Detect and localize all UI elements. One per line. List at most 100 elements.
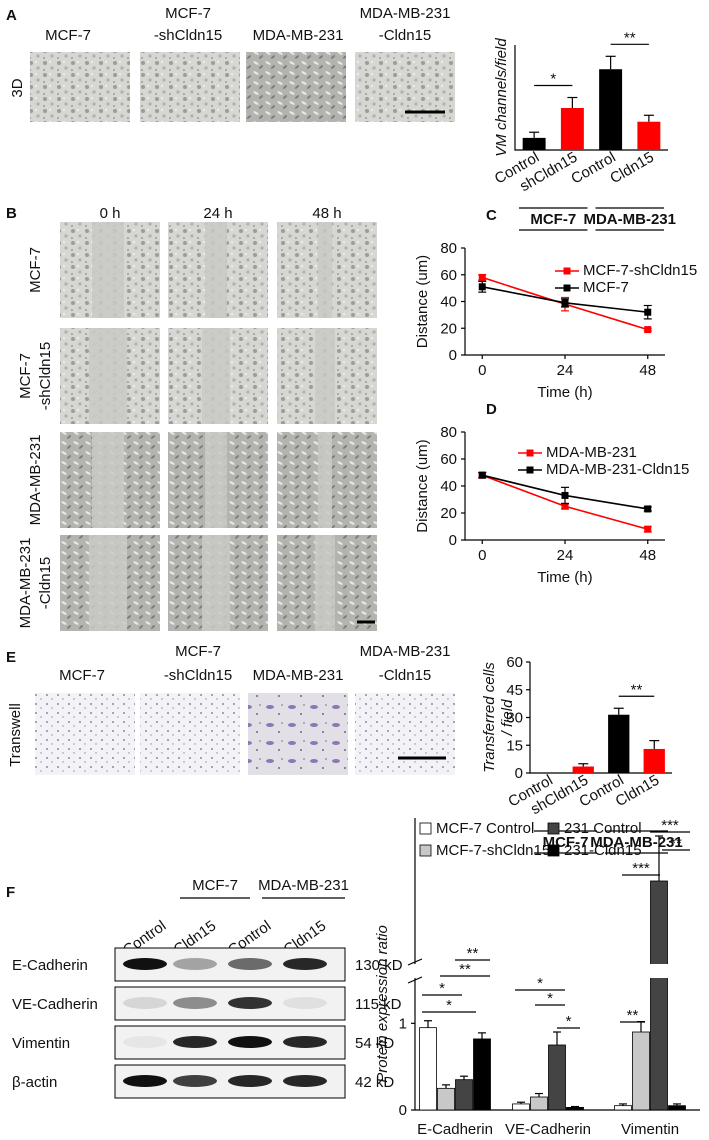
blot-band [228, 997, 272, 1009]
blot-band [228, 958, 272, 970]
micrograph [35, 693, 135, 775]
bar [572, 766, 594, 773]
column-header: -shCldn15 [154, 27, 222, 44]
legend-label: MDA-MB-231-Cldn15 [546, 461, 689, 478]
bar [530, 1096, 548, 1111]
column-header: 48 h [312, 205, 341, 222]
scratch-gap [205, 432, 227, 528]
y-axis-label: Protein expression ratio [374, 925, 391, 1083]
row-label: -Cldn15 [37, 557, 54, 610]
bar [455, 1079, 473, 1111]
y-tick-label: 80 [440, 424, 457, 441]
column-header: 0 h [100, 205, 121, 222]
y-axis-label: VM channels/field [493, 38, 510, 157]
scratch-gap [92, 432, 124, 528]
scratch-gap [202, 535, 230, 631]
column-header: MCF-7 [165, 5, 211, 22]
marker [478, 273, 486, 281]
blot-band [173, 958, 217, 970]
protein-label: E-Cadherin [12, 957, 88, 974]
significance: *** [632, 860, 650, 877]
protein-label: Vimentin [12, 1035, 70, 1052]
marker [644, 505, 652, 513]
x-tick-label: 24 [557, 547, 574, 564]
micrograph [30, 52, 130, 122]
y-tick-label: 1 [399, 1015, 407, 1032]
panel-label: A [6, 7, 17, 24]
bar [522, 137, 546, 150]
column-header: MCF-7 [175, 643, 221, 660]
marker [644, 525, 652, 533]
y-tick-label: 60 [506, 654, 523, 671]
x-tick-label: 48 [639, 547, 656, 564]
bar [473, 1038, 491, 1111]
blot-group: MDA-MB-231 [258, 877, 349, 894]
blot-band [283, 958, 327, 970]
significance: ** [459, 961, 471, 978]
row-label: MDA-MB-231 [27, 435, 44, 526]
legend-label: 231-Cldn15 [564, 842, 642, 859]
bar [614, 1105, 632, 1111]
significance: * [550, 71, 556, 88]
significance: ** [627, 1007, 639, 1024]
y-axis-label: Distance (um) [414, 255, 431, 348]
legend-swatch [419, 822, 432, 835]
bar [599, 69, 623, 150]
y-tick-label: 60 [440, 267, 457, 284]
blot-band [283, 1075, 327, 1087]
legend-label: MDA-MB-231 [546, 444, 637, 461]
significance: ** [467, 945, 479, 962]
micrograph [246, 52, 346, 122]
x-tick-label: E-Cadherin [417, 1121, 493, 1138]
axis-break-mark [407, 976, 423, 984]
legend-marker [563, 284, 571, 292]
column-header: MDA-MB-231 [360, 643, 451, 660]
group-label: MDA-MB-231 [590, 834, 683, 851]
y-tick-label: 80 [440, 240, 457, 257]
bar [548, 1044, 566, 1111]
row-label: Transwell [7, 703, 24, 767]
protein-label: VE-Cadherin [12, 996, 98, 1013]
x-tick-label: VE-Cadherin [505, 1121, 591, 1138]
column-header: MCF-7 [45, 27, 91, 44]
row-label: 3D [9, 78, 26, 97]
y-tick-label: 0 [515, 765, 523, 782]
y-tick-label: 0 [449, 532, 457, 549]
blot-band [123, 958, 167, 970]
legend-label: MCF-7 Control [436, 820, 534, 837]
row-label: MDA-MB-231 [17, 538, 34, 629]
significance: * [566, 1013, 572, 1030]
micrograph [355, 693, 455, 775]
y-tick-label: 20 [440, 505, 457, 522]
panel-label: B [6, 205, 17, 222]
marker [478, 471, 486, 479]
scratch-gap [315, 328, 335, 424]
marker [561, 502, 569, 510]
significance: * [537, 975, 543, 992]
blot-band [123, 997, 167, 1009]
y-axis-label: Transferred cells [481, 662, 498, 773]
blot-band [173, 1036, 217, 1048]
column-header: -shCldn15 [164, 667, 232, 684]
row-label: MCF-7 [27, 247, 44, 293]
scratch-gap [315, 535, 335, 631]
column-header: -Cldn15 [379, 27, 432, 44]
bar [637, 121, 661, 150]
legend-label: MCF-7-shCldn15 [436, 842, 550, 859]
micrograph [140, 52, 240, 122]
y-tick-label: 30 [506, 710, 523, 727]
column-header: MDA-MB-231 [253, 667, 344, 684]
scratch-gap [89, 535, 127, 631]
scratch-gap [318, 432, 332, 528]
y-tick-label: 40 [440, 294, 457, 311]
marker [478, 283, 486, 291]
y-axis-label: Distance (um) [414, 439, 431, 532]
x-tick-label: 0 [478, 362, 486, 379]
bar [560, 108, 584, 150]
bar [566, 1107, 584, 1111]
blot-band [123, 1036, 167, 1048]
panel-label: C [486, 207, 497, 224]
column-header: MCF-7 [59, 667, 105, 684]
